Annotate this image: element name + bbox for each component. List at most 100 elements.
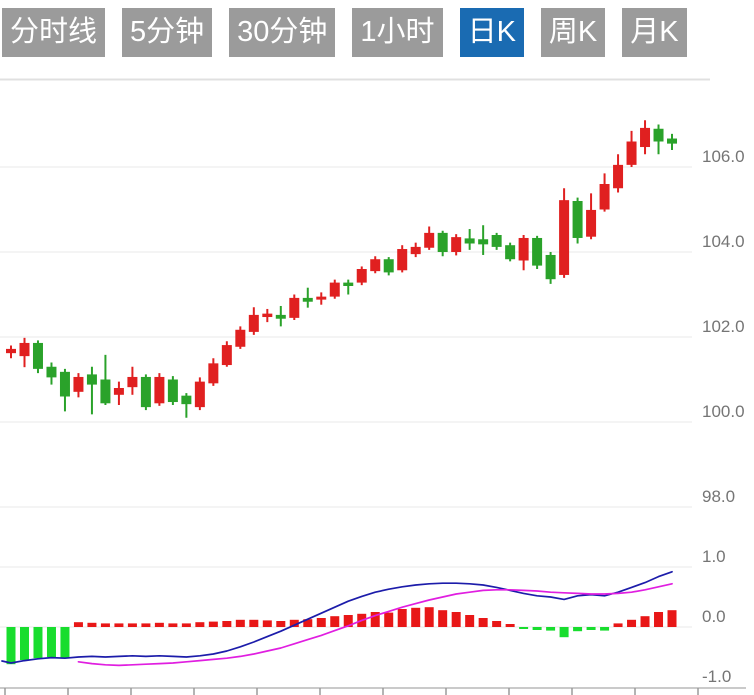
macd-bar bbox=[465, 615, 475, 627]
candle bbox=[586, 193, 597, 240]
candle bbox=[505, 242, 516, 262]
candle bbox=[410, 242, 421, 258]
macd-bar bbox=[546, 627, 556, 631]
macd-bar bbox=[532, 627, 542, 630]
macd-bar bbox=[640, 616, 650, 627]
tab-5-minute[interactable]: 5分钟 bbox=[122, 8, 213, 57]
tab-time-sharing-line[interactable]: 分时线 bbox=[2, 8, 106, 57]
macd-bar bbox=[6, 627, 16, 665]
candle bbox=[6, 345, 16, 359]
candle bbox=[343, 279, 354, 295]
candle bbox=[248, 307, 259, 335]
tab-30-minute[interactable]: 30分钟 bbox=[229, 8, 336, 57]
price-axis-label: 106.0 bbox=[702, 147, 745, 166]
macd-bar bbox=[208, 621, 218, 627]
macd-bar bbox=[573, 627, 583, 632]
macd-bar bbox=[411, 607, 421, 627]
candle bbox=[262, 308, 273, 323]
candle bbox=[640, 120, 651, 155]
macd-bar bbox=[46, 627, 56, 657]
macd-bar bbox=[519, 627, 529, 629]
candle bbox=[464, 229, 475, 250]
candle bbox=[599, 173, 610, 212]
candle bbox=[302, 287, 313, 308]
tab-monthly-k[interactable]: 月K bbox=[622, 8, 687, 57]
candle bbox=[626, 130, 637, 167]
macd-panel: 1.0 0.0 -1.0 bbox=[0, 547, 731, 686]
candle bbox=[86, 366, 97, 415]
candle bbox=[667, 133, 678, 150]
candle bbox=[46, 362, 57, 385]
macd-bar bbox=[181, 623, 191, 627]
macd-axis-label: 0.0 bbox=[702, 607, 726, 626]
price-axis-label: 104.0 bbox=[702, 232, 745, 251]
macd-bar bbox=[141, 623, 151, 627]
price-axis-label: 102.0 bbox=[702, 317, 745, 336]
macd-bar bbox=[60, 627, 70, 659]
candle bbox=[32, 340, 43, 374]
macd-bar bbox=[586, 627, 596, 630]
macd-axis-label: 1.0 bbox=[702, 547, 726, 566]
macd-bar bbox=[438, 610, 448, 627]
candle bbox=[235, 326, 246, 349]
macd-bar bbox=[73, 622, 83, 627]
candle bbox=[370, 256, 381, 274]
candle bbox=[59, 368, 70, 412]
candle bbox=[19, 337, 30, 368]
macd-bar bbox=[559, 627, 569, 638]
candle bbox=[532, 235, 543, 269]
candle bbox=[451, 234, 462, 256]
candle bbox=[613, 154, 624, 193]
candle bbox=[383, 257, 394, 276]
price-axis-label: 100.0 bbox=[702, 402, 745, 421]
tab-1-hour[interactable]: 1小时 bbox=[352, 8, 443, 57]
macd-bar bbox=[451, 612, 461, 627]
price-axis-label: 98.0 bbox=[702, 487, 735, 506]
candle bbox=[221, 341, 232, 367]
candle bbox=[140, 374, 151, 411]
macd-bar bbox=[127, 623, 137, 627]
candle bbox=[653, 124, 664, 155]
macd-bar bbox=[343, 615, 353, 627]
macd-bar bbox=[424, 607, 434, 627]
macd-bar bbox=[235, 619, 245, 627]
candle bbox=[572, 197, 583, 244]
macd-bar bbox=[303, 619, 313, 627]
macd-bar bbox=[222, 621, 232, 627]
candle bbox=[208, 358, 219, 386]
macd-bar bbox=[492, 621, 502, 627]
candle bbox=[478, 225, 489, 255]
candle bbox=[559, 188, 570, 278]
timeframe-tabbar: 分时线 5分钟 30分钟 1小时 日K 周K 月K bbox=[2, 8, 687, 57]
candle bbox=[127, 366, 138, 395]
macd-bar bbox=[276, 621, 286, 627]
x-axis bbox=[0, 687, 746, 695]
macd-bar bbox=[397, 609, 407, 627]
macd-bar bbox=[154, 622, 164, 627]
tab-daily-k[interactable]: 日K bbox=[459, 8, 524, 57]
candle bbox=[491, 232, 502, 250]
candle bbox=[424, 226, 435, 250]
macd-bar bbox=[600, 627, 610, 631]
candle bbox=[289, 294, 300, 320]
macd-bar bbox=[384, 612, 394, 627]
candle bbox=[73, 373, 84, 398]
macd-axis-label: -1.0 bbox=[702, 667, 731, 686]
macd-bar bbox=[249, 619, 259, 627]
macd-bar bbox=[168, 623, 178, 627]
candle bbox=[397, 245, 408, 273]
macd-bar bbox=[87, 622, 97, 627]
price-panel: 106.0 104.0 102.0 100.0 98.0 bbox=[0, 120, 745, 508]
candle bbox=[194, 377, 205, 411]
candle bbox=[113, 381, 124, 405]
macd-bar bbox=[114, 623, 124, 627]
candle bbox=[275, 305, 286, 327]
tab-weekly-k[interactable]: 周K bbox=[540, 8, 606, 57]
candle bbox=[329, 279, 340, 299]
macd-bar bbox=[316, 618, 326, 627]
candle bbox=[154, 373, 165, 406]
macd-bar bbox=[289, 619, 299, 627]
candle bbox=[518, 235, 529, 271]
macd-bar bbox=[370, 612, 380, 627]
